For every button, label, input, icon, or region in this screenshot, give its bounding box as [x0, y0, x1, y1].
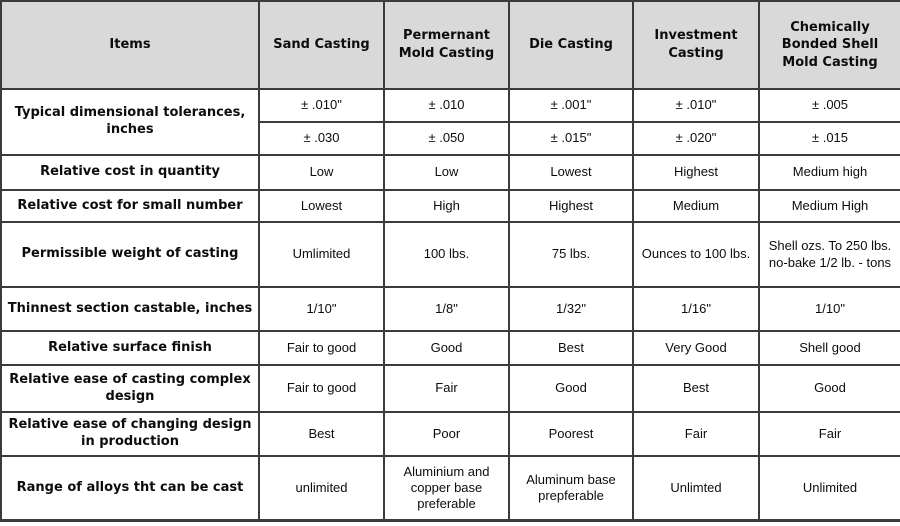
cell: Good — [383, 330, 510, 366]
row-label-surface-finish: Relative surface finish — [0, 330, 260, 366]
cell: Low — [383, 154, 510, 191]
cell: Highest — [508, 189, 634, 223]
cell: Good — [758, 364, 900, 413]
cell: 1/32" — [508, 286, 634, 332]
row-label-complex-design: Relative ease of casting complex design — [0, 364, 260, 413]
cell: Fair — [632, 411, 760, 457]
cell: unlimited — [258, 455, 385, 522]
row-label-thinnest-section: Thinnest section castable, inches — [0, 286, 260, 332]
table-row-permissible-weight: Permissible weight of casting Umlimited … — [0, 221, 900, 288]
row-label-cost-small-number: Relative cost for small number — [0, 189, 260, 223]
cell: ± .015" — [508, 121, 634, 156]
cell: ± .010 — [383, 88, 510, 123]
cell: ± .005 — [758, 88, 900, 123]
cell: Fair to good — [258, 330, 385, 366]
cell: 1/10" — [758, 286, 900, 332]
column-header-items: Items — [0, 0, 260, 90]
cell: Medium — [632, 189, 760, 223]
cell: ± .020" — [632, 121, 760, 156]
header-row: Items Sand Casting Permernant Mold Casti… — [0, 0, 900, 90]
cell: Umlimited — [258, 221, 385, 288]
cell: Highest — [632, 154, 760, 191]
table-row-tolerances-lower: ± .030 ± .050 ± .015" ± .020" ± .015 — [1, 121, 900, 156]
cell: 75 lbs. — [508, 221, 634, 288]
cell: Aluminum base prepferable — [508, 455, 634, 522]
cell: Best — [508, 330, 634, 366]
row-label-alloy-range: Range of alloys tht can be cast — [0, 455, 260, 522]
cell: Fair — [758, 411, 900, 457]
cell: Fair — [383, 364, 510, 413]
column-header-permanent-mold-casting: Permernant Mold Casting — [383, 0, 510, 90]
table-row-tolerances-upper: Typical dimensional tolerances, inches ±… — [0, 88, 900, 156]
cell: 100 lbs. — [383, 221, 510, 288]
cell: Low — [258, 154, 385, 191]
table-row-changing-design: Relative ease of changing design in prod… — [0, 411, 900, 457]
cell: Lowest — [508, 154, 634, 191]
cell: Shell good — [758, 330, 900, 366]
cell: ± .030 — [258, 121, 385, 156]
cell: Best — [632, 364, 760, 413]
row-label-permissible-weight: Permissible weight of casting — [0, 221, 260, 288]
cell: Medium high — [758, 154, 900, 191]
row-label-tolerances: Typical dimensional tolerances, inches — [0, 88, 260, 156]
cell: Lowest — [258, 189, 385, 223]
column-header-shell-mold-casting: Chemically Bonded Shell Mold Casting — [758, 0, 900, 90]
table-row-cost-small-number: Relative cost for small number Lowest Hi… — [0, 189, 900, 223]
column-header-die-casting: Die Casting — [508, 0, 634, 90]
cell: 1/10" — [258, 286, 385, 332]
cell: Aluminium and copper base preferable — [383, 455, 510, 522]
cell: Fair to good — [258, 364, 385, 413]
cell: Poorest — [508, 411, 634, 457]
cell: Ounces to 100 lbs. — [632, 221, 760, 288]
cell: Very Good — [632, 330, 760, 366]
cell: ± .050 — [383, 121, 510, 156]
row-label-changing-design: Relative ease of changing design in prod… — [0, 411, 260, 457]
cell: Good — [508, 364, 634, 413]
cell: ± .010" — [258, 88, 385, 123]
cell: Shell ozs. To 250 lbs. no-bake 1/2 lb. -… — [758, 221, 900, 288]
table-row-surface-finish: Relative surface finish Fair to good Goo… — [0, 330, 900, 366]
table-row-complex-design: Relative ease of casting complex design … — [0, 364, 900, 413]
cell: 1/16" — [632, 286, 760, 332]
cell: ± .010" — [632, 88, 760, 123]
table-row-alloy-range: Range of alloys tht can be cast unlimite… — [0, 455, 900, 522]
column-header-sand-casting: Sand Casting — [258, 0, 385, 90]
table-row-thinnest-section: Thinnest section castable, inches 1/10" … — [0, 286, 900, 332]
cell: Poor — [383, 411, 510, 457]
cell: High — [383, 189, 510, 223]
table-row-cost-quantity: Relative cost in quantity Low Low Lowest… — [0, 154, 900, 191]
cell: ± .001" — [508, 88, 634, 123]
cell: Unlimted — [632, 455, 760, 522]
cell: ± .015 — [758, 121, 900, 156]
column-header-investment-casting: Investment Casting — [632, 0, 760, 90]
cell: 1/8" — [383, 286, 510, 332]
row-label-cost-quantity: Relative cost in quantity — [0, 154, 260, 191]
cell: Medium High — [758, 189, 900, 223]
cell: Best — [258, 411, 385, 457]
cell: Unlimited — [758, 455, 900, 522]
